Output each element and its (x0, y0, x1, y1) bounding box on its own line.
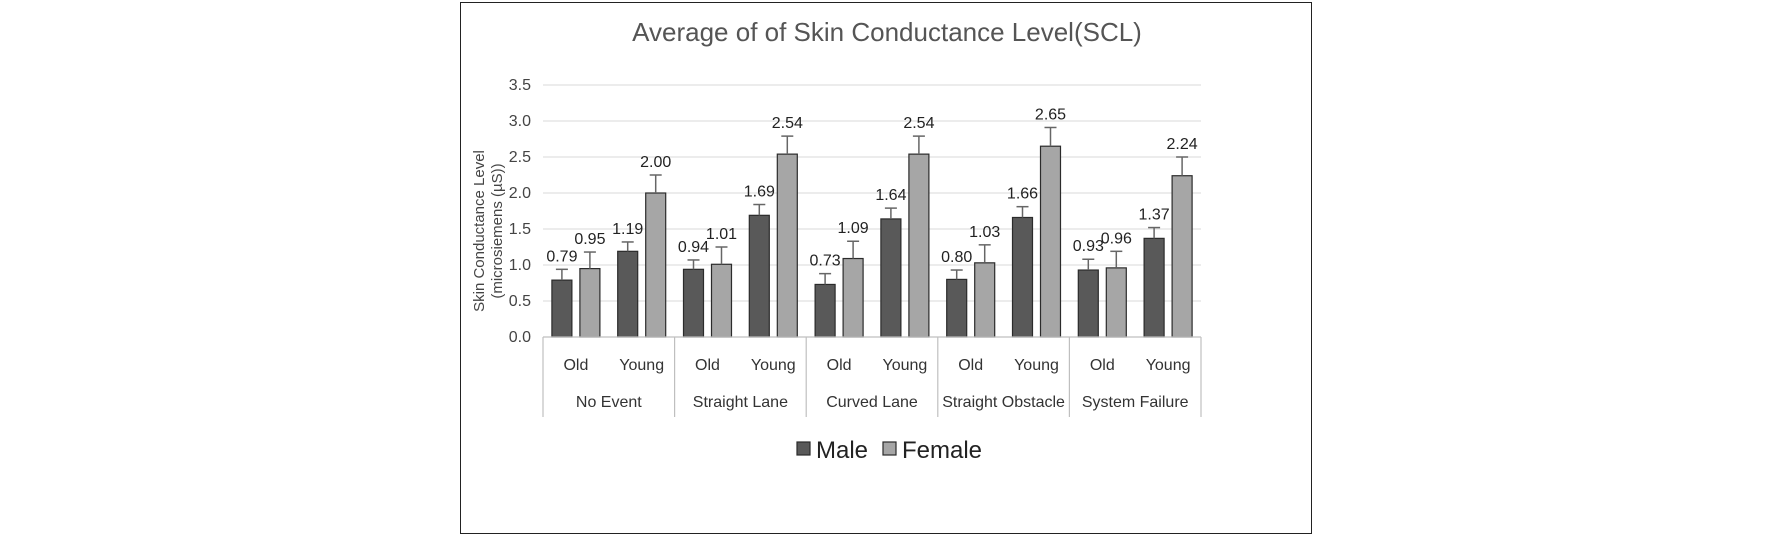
x-subcategory-label: Young (1014, 357, 1059, 374)
data-label: 2.00 (640, 154, 671, 171)
data-label: 0.73 (810, 253, 841, 270)
bar-female (1171, 175, 1193, 338)
x-subcategory-label: Young (883, 357, 928, 374)
y-axis-label-line1: Skin Conductance Level (471, 150, 488, 312)
data-label: 1.37 (1139, 207, 1170, 224)
data-label: 1.64 (875, 187, 906, 204)
bar-male (682, 268, 705, 338)
y-tick-label: 1.0 (509, 257, 531, 274)
data-label: 2.54 (772, 115, 803, 132)
data-label: 1.09 (838, 220, 869, 237)
data-label: 0.94 (678, 239, 709, 256)
data-label: 1.03 (969, 224, 1000, 241)
y-tick-label: 2.0 (509, 185, 531, 202)
data-label: 1.01 (706, 226, 737, 243)
bar-female (1105, 267, 1127, 338)
bar-male (814, 283, 836, 338)
y-tick-label: 3.0 (509, 113, 531, 130)
data-label: 0.96 (1101, 230, 1132, 247)
x-category-label: No Event (576, 394, 642, 411)
bar-male (748, 214, 770, 338)
x-subcategory-label: Young (619, 357, 664, 374)
x-subcategory-label: Young (1146, 357, 1191, 374)
y-axis-label-line2: (microsiemens (µS)) (489, 163, 506, 298)
bar-female (842, 257, 864, 338)
x-category-label: System Failure (1082, 394, 1189, 411)
data-label: 0.79 (546, 248, 577, 265)
bar-female (710, 263, 733, 338)
data-label: 1.69 (744, 184, 775, 201)
data-label: 1.19 (612, 221, 643, 238)
x-category-label: Straight Obstacle (942, 394, 1065, 411)
data-label: 0.80 (941, 249, 972, 266)
x-subcategory-label: Old (1090, 357, 1115, 374)
legend-label-male: Male (816, 437, 868, 464)
bar-male (946, 278, 968, 338)
y-tick-label: 0.0 (509, 329, 531, 346)
x-subcategory-label: Old (563, 357, 588, 374)
data-label: 1.66 (1007, 186, 1038, 203)
chart-title: Average of of Skin Conductance Level(SCL… (632, 17, 1142, 47)
data-label: 0.93 (1073, 238, 1104, 255)
bar-female (579, 268, 601, 338)
bar-male (1143, 237, 1165, 338)
legend-label-female: Female (902, 437, 982, 464)
bar-male (880, 218, 902, 338)
chart-frame: Average of of Skin Conductance Level(SCL… (460, 2, 1312, 534)
bar-female (776, 153, 798, 338)
bar-female (908, 153, 930, 338)
bar-chart: Average of of Skin Conductance Level(SCL… (471, 17, 1202, 464)
x-subcategory-label: Young (751, 357, 796, 374)
bar-female (974, 262, 996, 338)
data-label: 2.65 (1035, 106, 1066, 123)
y-tick-label: 2.5 (509, 149, 531, 166)
bar-male (1077, 269, 1099, 338)
x-category-label: Straight Lane (693, 394, 788, 411)
data-label: 2.54 (903, 115, 934, 132)
bar-female (1039, 145, 1062, 338)
y-tick-label: 1.5 (509, 221, 531, 238)
legend-swatch-male (796, 441, 811, 456)
y-tick-label: 3.5 (509, 77, 531, 94)
bar-male (617, 250, 639, 338)
x-category-label: Curved Lane (826, 394, 918, 411)
bar-male (1011, 216, 1034, 338)
x-subcategory-label: Old (695, 357, 720, 374)
legend: Male Female (796, 437, 982, 464)
y-tick-label: 0.5 (509, 293, 531, 310)
bar-male (551, 279, 573, 338)
legend-swatch-female (882, 441, 897, 456)
bar-female (645, 192, 667, 338)
x-subcategory-label: Old (827, 357, 852, 374)
data-label: 0.95 (574, 231, 605, 248)
data-label: 2.24 (1167, 136, 1198, 153)
x-subcategory-label: Old (958, 357, 983, 374)
